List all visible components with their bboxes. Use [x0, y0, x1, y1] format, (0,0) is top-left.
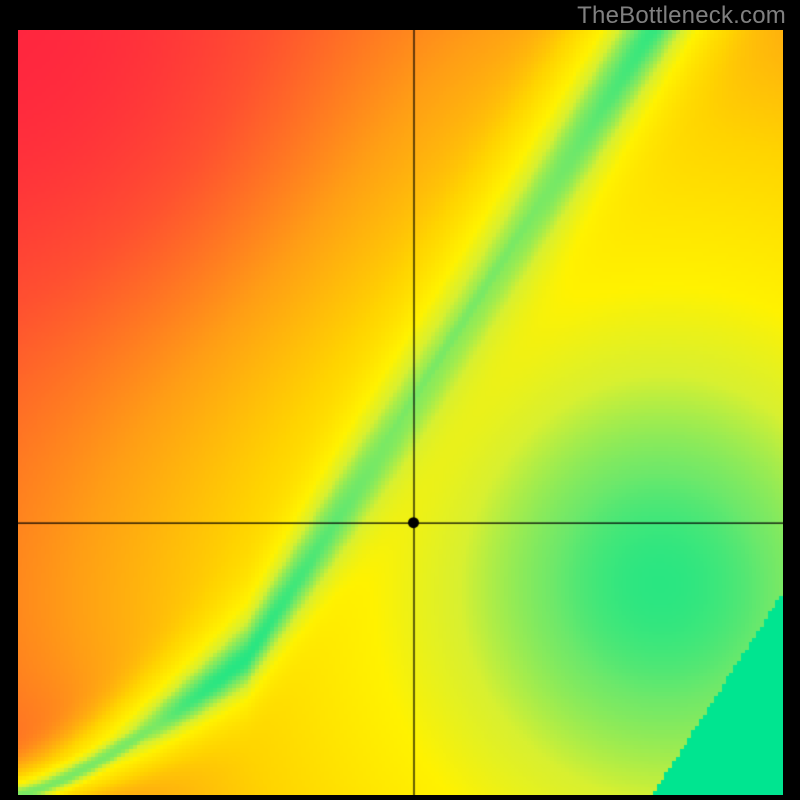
chart-container: TheBottleneck.com	[0, 0, 800, 800]
watermark-text: TheBottleneck.com	[577, 2, 786, 30]
bottleneck-heatmap	[18, 30, 783, 795]
